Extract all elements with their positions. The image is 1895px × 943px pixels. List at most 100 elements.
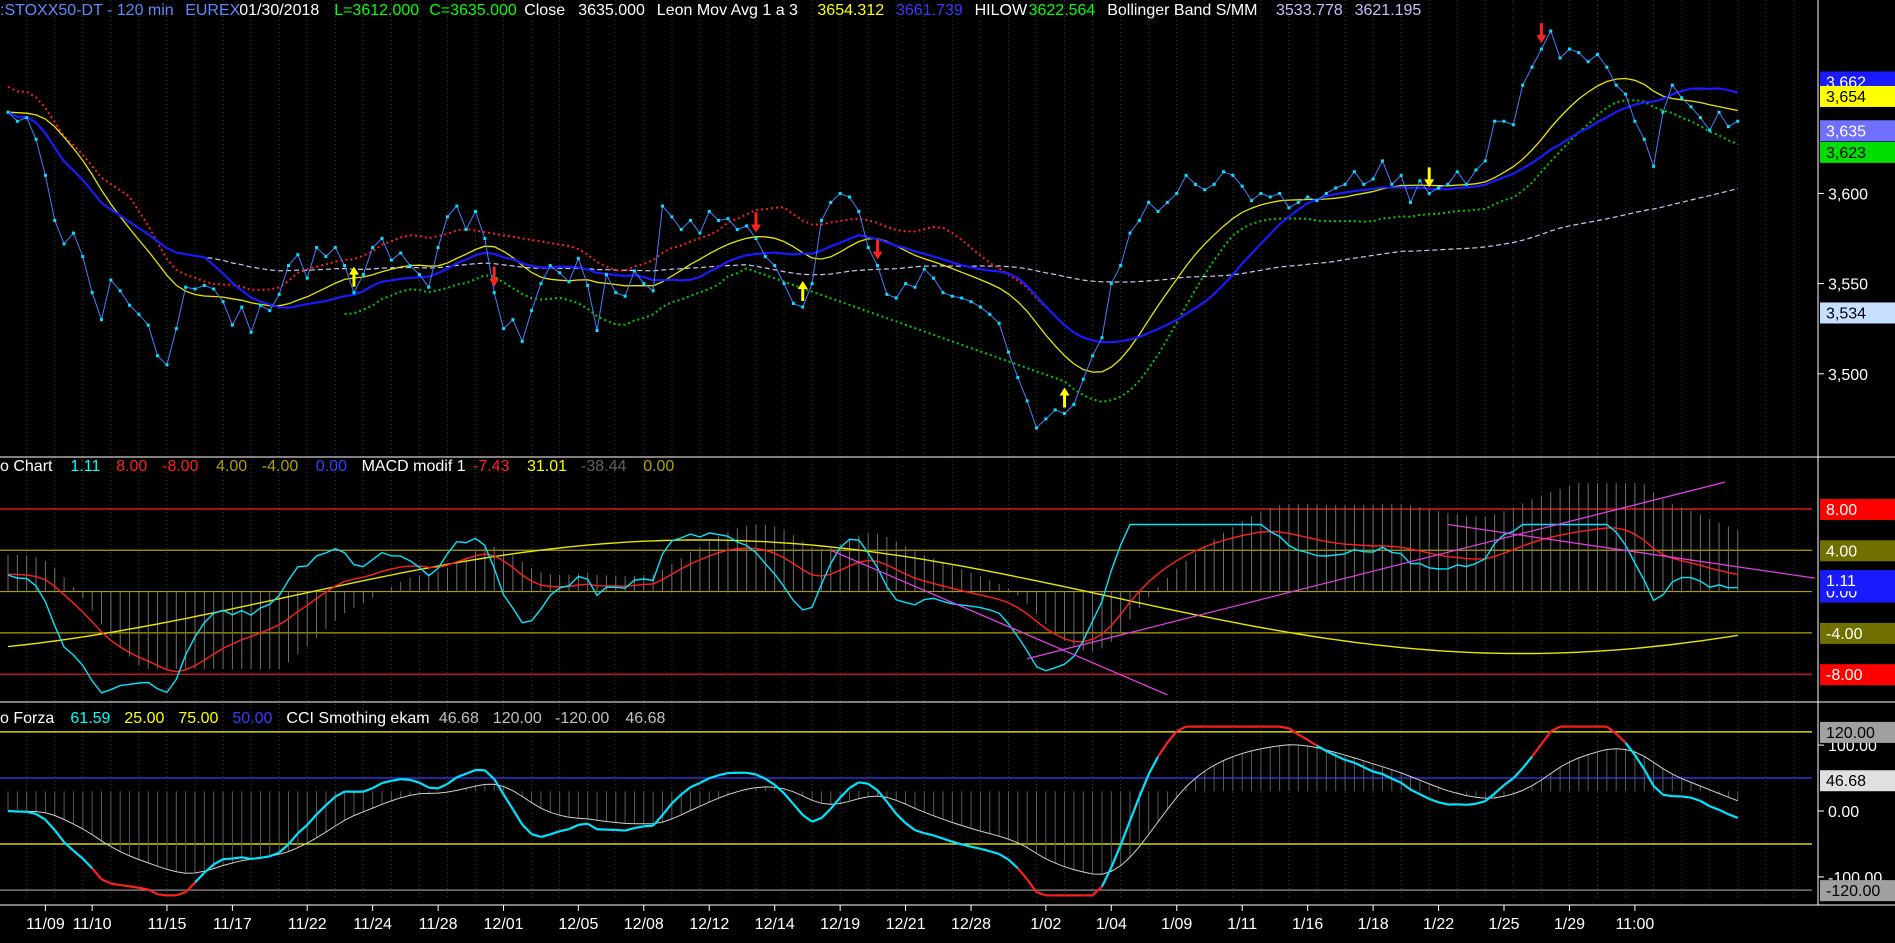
cci-line-segment — [502, 793, 514, 810]
price-point — [1698, 116, 1702, 120]
cci-line-segment — [260, 855, 270, 859]
price-point — [1521, 83, 1525, 87]
price-point — [558, 271, 562, 275]
cci-line-segment — [175, 891, 186, 897]
price-point — [735, 227, 739, 231]
price-point — [380, 237, 384, 240]
cci-line-segment — [297, 824, 308, 835]
hilow-upper-line — [7, 86, 1047, 309]
price-point — [1147, 200, 1151, 204]
price-point — [1586, 60, 1590, 64]
cci-line-segment — [643, 824, 654, 828]
price-point — [1222, 170, 1225, 174]
cci-line-segment — [980, 847, 991, 853]
cci-line-segment — [1690, 796, 1701, 802]
price-point — [1437, 186, 1441, 190]
price-point — [1324, 191, 1328, 195]
cci-line-segment — [53, 829, 65, 843]
price-point — [1380, 159, 1384, 163]
axis-value-badge-label: 4.00 — [1826, 543, 1857, 560]
price-point — [333, 246, 337, 250]
sell-signal-arrow — [1424, 167, 1435, 188]
price-point — [1278, 191, 1282, 195]
cci-line-segment — [1316, 744, 1327, 752]
cci-line-segment — [690, 781, 701, 789]
cci-line-segment — [1110, 844, 1122, 868]
price-point — [1296, 200, 1300, 204]
cci-line-segment — [746, 771, 757, 776]
price-point — [287, 264, 290, 268]
cci-line-segment — [1633, 754, 1646, 770]
price-point — [1250, 199, 1254, 203]
cci-smoothing-line — [7, 744, 1738, 875]
price-point — [661, 204, 664, 208]
price-point — [305, 276, 309, 280]
cci-line-segment — [1550, 725, 1561, 733]
cci-line-segment — [409, 778, 420, 784]
price-point — [1203, 188, 1207, 192]
axis-background — [1818, 0, 1895, 943]
time-label: 11/24 — [353, 916, 392, 933]
hilow-lower-line — [344, 99, 1739, 403]
header-item: 3661.739 — [896, 2, 963, 19]
cci-line-segment — [7, 809, 18, 813]
header-item: :STOXX50-DT - 120 min — [0, 2, 174, 19]
price-point — [520, 339, 524, 343]
price-point — [988, 312, 992, 316]
axis-value-badge — [1820, 498, 1895, 520]
price-point — [913, 285, 917, 289]
price-point — [268, 309, 272, 313]
price-point — [857, 209, 861, 213]
price-point — [230, 323, 234, 327]
price-point — [1465, 182, 1469, 186]
price-point — [922, 267, 926, 271]
cci-line-segment — [615, 828, 626, 832]
price-point — [1306, 195, 1310, 199]
price-point — [1287, 206, 1291, 210]
price-point — [184, 285, 188, 289]
price-point — [894, 296, 898, 300]
sell-signal-arrow — [751, 212, 761, 233]
price-point — [819, 218, 823, 222]
cci-line-segment — [820, 807, 832, 819]
macd-panel[interactable] — [0, 481, 1816, 696]
time-label: 1/18 — [1358, 916, 1389, 933]
axis-value-badge-label: 3,635 — [1826, 123, 1866, 140]
price-point — [474, 209, 477, 213]
cci-line-segment — [250, 856, 261, 860]
cci-line-segment — [970, 845, 981, 850]
time-label: 11/09 — [26, 916, 65, 933]
time-label: 1/04 — [1096, 916, 1127, 933]
axis-tick-label: 3,500 — [1828, 367, 1868, 384]
price-point — [417, 273, 421, 277]
cci-line-segment — [35, 812, 46, 821]
cci-line-segment — [465, 768, 476, 775]
price-point — [1708, 128, 1712, 132]
cci-line-segment — [942, 837, 953, 843]
header-item: 8.00 — [116, 458, 147, 475]
time-label: 12/21 — [886, 916, 926, 933]
header-item: 46.68 — [625, 710, 665, 727]
axis-value-badge — [1820, 880, 1895, 902]
macd-yellow-line — [7, 539, 1738, 655]
time-label: 11/28 — [419, 916, 458, 933]
cci-panel[interactable] — [0, 725, 1812, 897]
cci-line-segment — [1363, 766, 1374, 773]
price-panel[interactable] — [6, 23, 1740, 430]
price-point — [623, 294, 627, 298]
price-point — [1652, 164, 1656, 168]
price-point — [427, 285, 431, 289]
cci-line-segment — [708, 774, 719, 780]
price-point — [1240, 184, 1244, 188]
header-item: Leon Mov Avg 1 a 3 — [657, 2, 798, 19]
price-point — [885, 292, 889, 296]
price-point — [1399, 173, 1403, 177]
price-point — [128, 303, 132, 307]
price-point — [1053, 408, 1057, 412]
cci-line-segment — [222, 857, 233, 861]
cci-line-segment — [559, 828, 570, 833]
cci-line-segment — [989, 850, 1000, 855]
price-point — [745, 224, 749, 228]
